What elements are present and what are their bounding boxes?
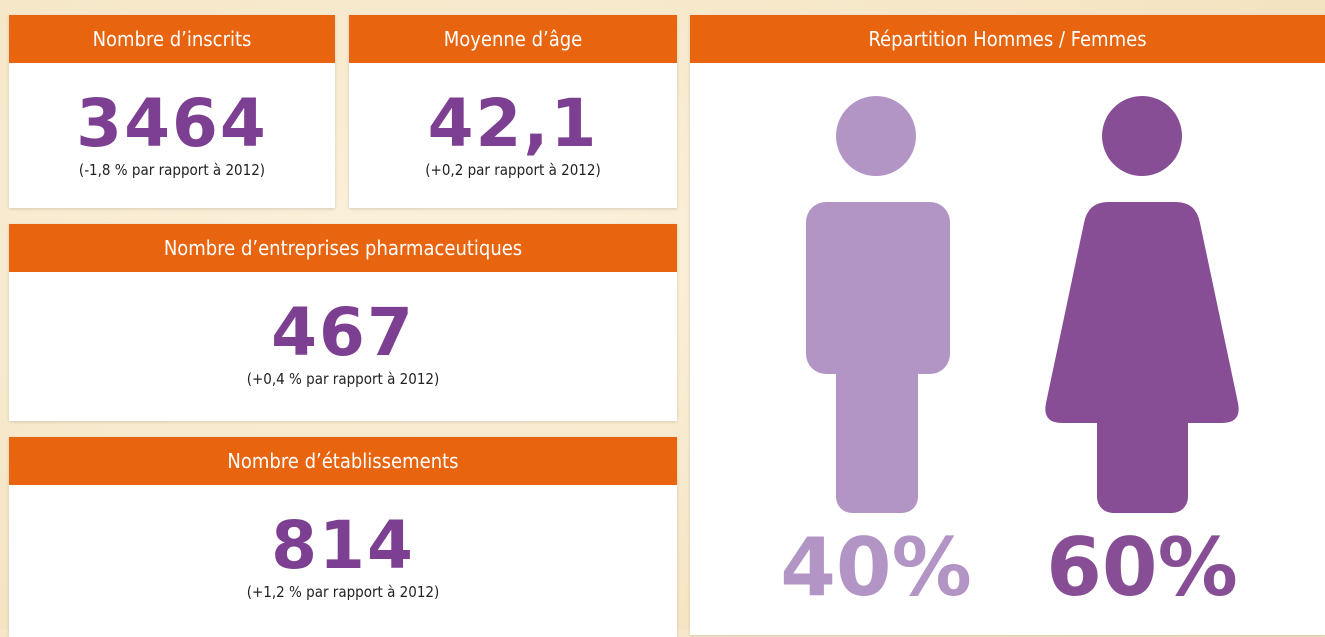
card: Nombre d’établissements 814 (+1,2 % par … [9, 437, 677, 637]
card: Nombre d’entreprises pharmaceutiques 467… [9, 224, 677, 421]
card-note: (-1,8 % par rapport à 2012) [78, 161, 266, 179]
card-title: Nombre d’inscrits [9, 15, 335, 63]
women-share: 60% [1046, 521, 1237, 614]
card-value: 467 [271, 294, 415, 371]
card-note: (+0,4 % par rapport à 2012) [246, 370, 440, 388]
card-note: (+1,2 % par rapport à 2012) [246, 583, 440, 601]
panel-title: Répartition Hommes / Femmes [690, 15, 1325, 63]
card-title: Nombre d’établissements [9, 437, 677, 485]
card: Moyenne d’âge 42,1 (+0,2 par rapport à 2… [349, 15, 677, 208]
card-value: 42,1 [427, 85, 599, 162]
card-value: 3464 [76, 85, 268, 162]
man-icon [806, 96, 950, 513]
men-share: 40% [780, 521, 971, 614]
gender-panel: Répartition Hommes / Femmes 40% 60% [690, 15, 1325, 635]
card-title: Moyenne d’âge [349, 15, 677, 63]
card-note: (+0,2 par rapport à 2012) [425, 161, 601, 179]
card: Nombre d’inscrits 3464 (-1,8 % par rappo… [9, 15, 335, 208]
woman-icon [1045, 96, 1239, 513]
card-value: 814 [271, 507, 415, 584]
card-title: Nombre d’entreprises pharmaceutiques [9, 224, 677, 272]
figures: 40% 60% [780, 96, 1239, 614]
